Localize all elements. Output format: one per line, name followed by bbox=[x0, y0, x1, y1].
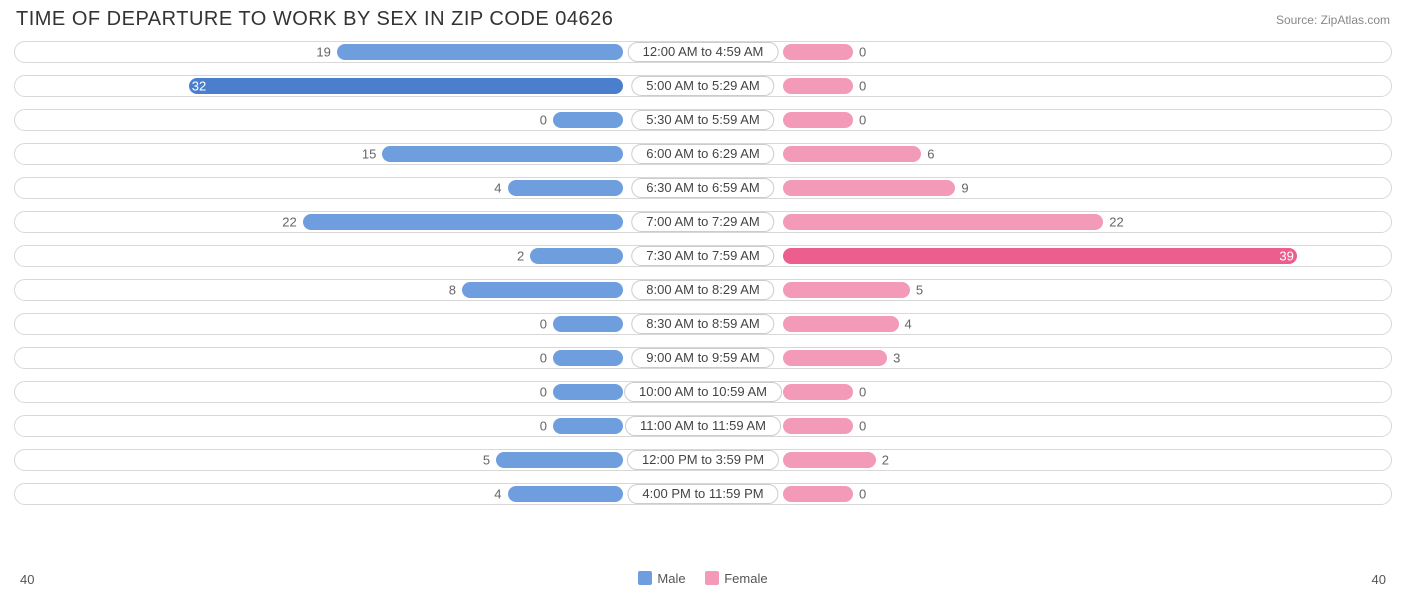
axis-max-right: 40 bbox=[1372, 572, 1386, 587]
bar-female bbox=[783, 316, 899, 332]
bar-female bbox=[783, 214, 1103, 230]
chart-row: 6:00 AM to 6:29 AM 15 6 bbox=[14, 143, 1392, 165]
bar-male bbox=[496, 452, 623, 468]
row-time-label: 8:00 AM to 8:29 AM bbox=[631, 280, 774, 300]
bar-female bbox=[783, 282, 910, 298]
value-male: 0 bbox=[540, 419, 547, 434]
chart-title: TIME OF DEPARTURE TO WORK BY SEX IN ZIP … bbox=[16, 8, 613, 31]
bar-female bbox=[783, 418, 853, 434]
bar-female bbox=[783, 384, 853, 400]
bar-male bbox=[189, 78, 623, 94]
chart-header: TIME OF DEPARTURE TO WORK BY SEX IN ZIP … bbox=[0, 0, 1406, 35]
chart-footer: 40 Male Female 40 bbox=[0, 571, 1406, 589]
chart-source: Source: ZipAtlas.com bbox=[1276, 13, 1390, 27]
row-time-label: 12:00 AM to 4:59 AM bbox=[628, 42, 779, 62]
chart-row: 7:30 AM to 7:59 AM 2 39 bbox=[14, 245, 1392, 267]
chart-row: 6:30 AM to 6:59 AM 4 9 bbox=[14, 177, 1392, 199]
axis-max-left: 40 bbox=[20, 572, 34, 587]
value-female: 0 bbox=[859, 419, 866, 434]
value-male: 4 bbox=[494, 181, 501, 196]
value-female: 0 bbox=[859, 385, 866, 400]
value-female: 39 bbox=[1279, 249, 1293, 264]
bar-female bbox=[783, 78, 853, 94]
value-male: 0 bbox=[540, 113, 547, 128]
chart-area: 12:00 AM to 4:59 AM1905:00 AM to 5:29 AM… bbox=[0, 35, 1406, 505]
legend-item-female: Female bbox=[705, 571, 767, 586]
chart-row: 12:00 AM to 4:59 AM 19 0 bbox=[14, 41, 1392, 63]
chart-row: 5:00 AM to 5:29 AM 32 0 bbox=[14, 75, 1392, 97]
legend-label-female: Female bbox=[724, 571, 767, 586]
bar-male bbox=[553, 350, 623, 366]
value-male: 19 bbox=[316, 45, 330, 60]
value-male: 4 bbox=[494, 487, 501, 502]
value-female: 0 bbox=[859, 113, 866, 128]
row-time-label: 9:00 AM to 9:59 AM bbox=[631, 348, 774, 368]
row-time-label: 8:30 AM to 8:59 AM bbox=[631, 314, 774, 334]
chart-row: 7:00 AM to 7:29 AM 22 22 bbox=[14, 211, 1392, 233]
bar-female bbox=[783, 248, 1297, 264]
value-male: 0 bbox=[540, 385, 547, 400]
value-female: 3 bbox=[893, 351, 900, 366]
row-time-label: 12:00 PM to 3:59 PM bbox=[627, 450, 779, 470]
legend-item-male: Male bbox=[638, 571, 685, 586]
row-time-label: 5:00 AM to 5:29 AM bbox=[631, 76, 774, 96]
row-time-label: 11:00 AM to 11:59 AM bbox=[625, 416, 781, 436]
bar-male bbox=[530, 248, 623, 264]
chart-row: 5:30 AM to 5:59 AM 0 0 bbox=[14, 109, 1392, 131]
value-male: 8 bbox=[449, 283, 456, 298]
row-time-label: 7:00 AM to 7:29 AM bbox=[631, 212, 774, 232]
value-male: 0 bbox=[540, 351, 547, 366]
bar-female bbox=[783, 44, 853, 60]
value-female: 9 bbox=[961, 181, 968, 196]
row-time-label: 4:00 PM to 11:59 PM bbox=[627, 484, 778, 504]
legend-swatch-male bbox=[638, 571, 652, 585]
legend-label-male: Male bbox=[657, 571, 685, 586]
bar-female bbox=[783, 452, 876, 468]
chart-row: 12:00 PM to 3:59 PM 5 2 bbox=[14, 449, 1392, 471]
row-time-label: 6:00 AM to 6:29 AM bbox=[631, 144, 774, 164]
chart-row: 11:00 AM to 11:59 AM 0 0 bbox=[14, 415, 1392, 437]
bar-male bbox=[508, 486, 624, 502]
value-female: 5 bbox=[916, 283, 923, 298]
row-time-label: 6:30 AM to 6:59 AM bbox=[631, 178, 774, 198]
legend-swatch-female bbox=[705, 571, 719, 585]
value-female: 4 bbox=[905, 317, 912, 332]
bar-male bbox=[553, 418, 623, 434]
value-female: 22 bbox=[1109, 215, 1123, 230]
chart-row: 8:30 AM to 8:59 AM 0 4 bbox=[14, 313, 1392, 335]
bar-male bbox=[382, 146, 623, 162]
bar-male bbox=[553, 112, 623, 128]
bar-female bbox=[783, 112, 853, 128]
row-time-label: 7:30 AM to 7:59 AM bbox=[631, 246, 774, 266]
value-male: 0 bbox=[540, 317, 547, 332]
bar-male bbox=[553, 316, 623, 332]
legend: Male Female bbox=[34, 571, 1371, 589]
value-female: 2 bbox=[882, 453, 889, 468]
bar-male bbox=[462, 282, 623, 298]
bar-female bbox=[783, 180, 955, 196]
bar-male bbox=[303, 214, 623, 230]
value-male: 15 bbox=[362, 147, 376, 162]
bar-male bbox=[553, 384, 623, 400]
row-time-label: 5:30 AM to 5:59 AM bbox=[631, 110, 774, 130]
value-female: 0 bbox=[859, 79, 866, 94]
bar-female bbox=[783, 146, 921, 162]
value-female: 0 bbox=[859, 487, 866, 502]
chart-row: 9:00 AM to 9:59 AM 0 3 bbox=[14, 347, 1392, 369]
value-male: 2 bbox=[517, 249, 524, 264]
bar-female bbox=[783, 486, 853, 502]
value-male: 22 bbox=[282, 215, 296, 230]
bar-female bbox=[783, 350, 887, 366]
value-female: 6 bbox=[927, 147, 934, 162]
chart-row: 8:00 AM to 8:29 AM 8 5 bbox=[14, 279, 1392, 301]
value-male: 32 bbox=[192, 79, 206, 94]
bar-male bbox=[337, 44, 623, 60]
bar-male bbox=[508, 180, 624, 196]
row-time-label: 10:00 AM to 10:59 AM bbox=[624, 382, 782, 402]
value-female: 0 bbox=[859, 45, 866, 60]
value-male: 5 bbox=[483, 453, 490, 468]
chart-row: 4:00 PM to 11:59 PM 4 0 bbox=[14, 483, 1392, 505]
chart-row: 10:00 AM to 10:59 AM 0 0 bbox=[14, 381, 1392, 403]
